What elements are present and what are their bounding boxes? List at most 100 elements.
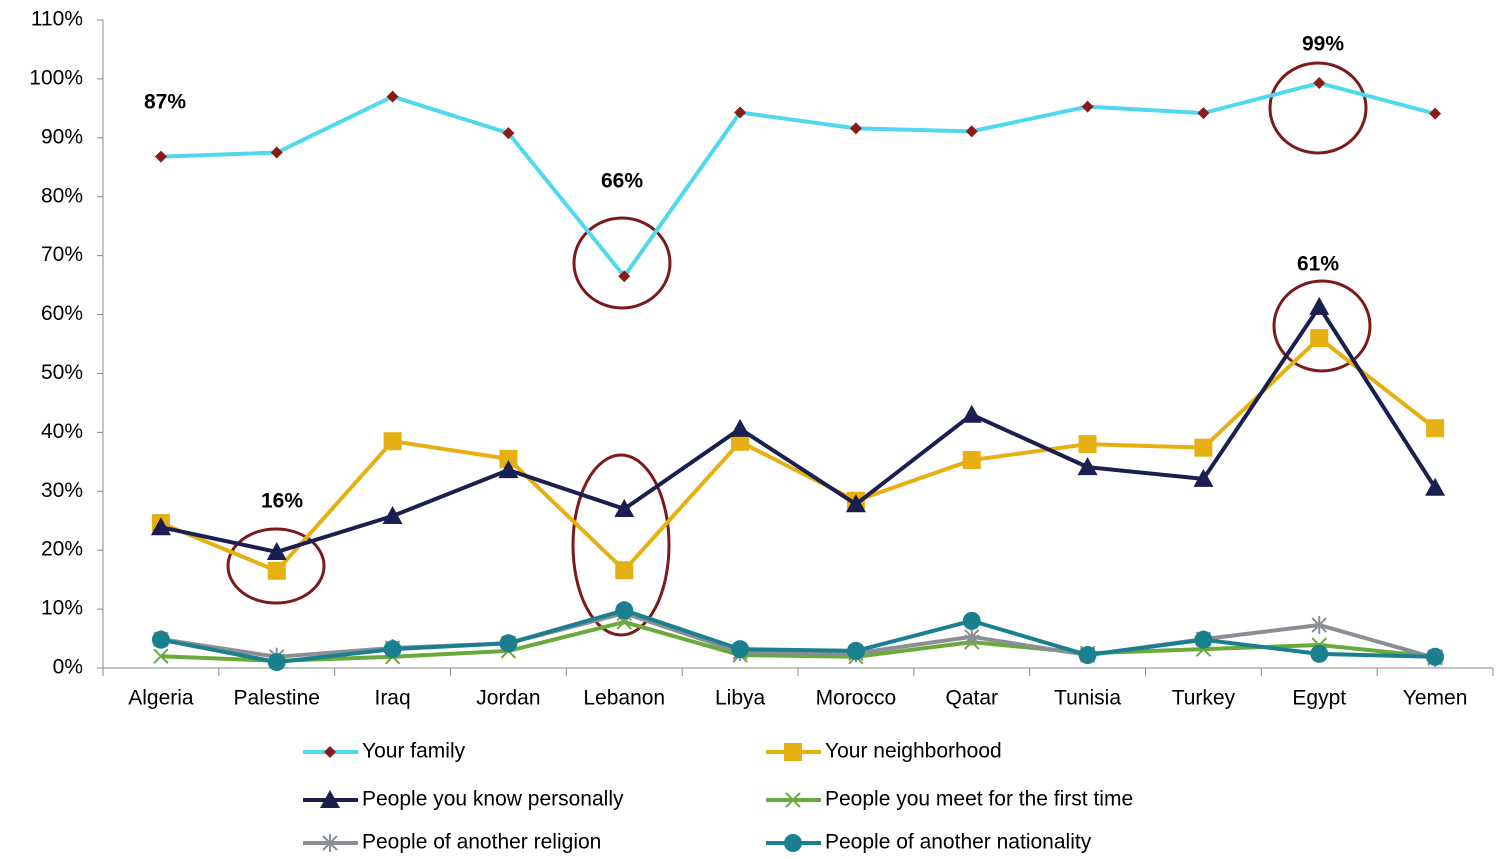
legend-item: People of another religion — [303, 831, 601, 854]
y-tick-label: 110% — [31, 8, 83, 31]
marker — [615, 561, 634, 580]
marker — [1425, 477, 1446, 496]
marker — [614, 498, 635, 517]
y-tick-label: 100% — [29, 66, 83, 89]
x-tick-label: Tunisia — [1054, 687, 1121, 710]
marker — [151, 630, 170, 649]
x-tick-label: Palestine — [234, 687, 320, 710]
marker — [322, 834, 338, 852]
series-line — [160, 620, 1436, 663]
x-tick-label: Yemen — [1403, 687, 1468, 710]
marker — [785, 792, 801, 808]
marker — [499, 449, 518, 468]
marker — [270, 146, 283, 159]
series — [154, 77, 1442, 283]
highlight-circle — [226, 527, 326, 605]
marker — [154, 150, 167, 163]
y-tick-label: 80% — [41, 184, 83, 207]
marker — [962, 611, 981, 630]
legend-item: People you know personally — [303, 788, 624, 811]
marker — [266, 541, 287, 560]
marker — [1310, 329, 1329, 348]
x-tick-label: Algeria — [128, 687, 194, 710]
legend-item: People of another nationality — [766, 831, 1092, 854]
legend-label: People you know personally — [362, 788, 624, 811]
legend-item: People you meet for the first time — [766, 788, 1133, 811]
marker — [1078, 646, 1097, 665]
annotation: 87% — [144, 91, 186, 114]
legend-label: People of another nationality — [825, 831, 1092, 854]
marker — [1313, 77, 1326, 90]
marker — [845, 494, 866, 513]
marker — [150, 517, 171, 536]
marker — [1077, 457, 1098, 476]
highlight-circle — [1272, 279, 1372, 373]
marker — [615, 601, 634, 620]
marker — [498, 460, 519, 479]
marker — [1311, 615, 1327, 634]
marker — [1426, 419, 1445, 438]
marker — [784, 834, 802, 852]
series-line — [160, 608, 1436, 665]
y-tick-label: 70% — [41, 243, 83, 266]
series-line — [160, 81, 1436, 279]
x-tick-label: Libya — [715, 687, 766, 710]
legend-label: People of another religion — [362, 831, 601, 854]
highlight-circle — [571, 453, 671, 637]
y-tick-label: 20% — [41, 538, 83, 561]
marker — [964, 627, 980, 646]
marker — [1429, 107, 1442, 120]
marker — [784, 743, 802, 761]
marker — [502, 127, 515, 140]
legend-label: Your neighborhood — [825, 740, 1002, 763]
marker — [324, 746, 336, 758]
marker — [965, 125, 978, 138]
marker — [382, 506, 403, 525]
marker — [618, 270, 631, 283]
marker — [1197, 107, 1210, 120]
y-tick-label: 10% — [41, 597, 83, 620]
legend-label: Your family — [362, 740, 466, 763]
marker — [1310, 644, 1329, 663]
annotation: 61% — [1297, 253, 1339, 276]
highlight-circle — [572, 216, 672, 310]
marker — [962, 451, 981, 470]
series — [150, 296, 1446, 560]
legend-item: Your neighborhood — [766, 740, 1002, 763]
marker — [1078, 435, 1097, 454]
legend-item: Your family — [303, 740, 466, 763]
series — [153, 614, 1443, 669]
y-tick-label: 60% — [41, 302, 83, 325]
legend-label: People you meet for the first time — [825, 788, 1133, 811]
series — [151, 329, 1445, 580]
x-tick-label: Iraq — [374, 687, 410, 710]
marker — [734, 106, 747, 119]
annotation: 16% — [261, 490, 303, 513]
marker — [1309, 296, 1330, 315]
annotation: 99% — [1302, 33, 1344, 56]
y-tick-label: 40% — [41, 420, 83, 443]
marker — [961, 404, 982, 423]
marker — [386, 90, 399, 103]
marker — [730, 418, 751, 437]
series — [151, 601, 1445, 672]
marker — [1081, 100, 1094, 113]
marker — [1194, 630, 1213, 649]
series-line — [160, 336, 1437, 573]
marker — [1193, 468, 1214, 487]
highlight-circles — [226, 61, 1372, 637]
marker — [846, 641, 865, 660]
marker — [1426, 647, 1445, 666]
marker — [383, 432, 402, 451]
marker — [731, 640, 750, 659]
x-tick-label: Lebanon — [583, 687, 665, 710]
x-tick-label: Turkey — [1172, 687, 1236, 710]
marker — [267, 653, 286, 672]
annotation: 66% — [601, 170, 643, 193]
marker — [731, 432, 750, 451]
marker — [153, 648, 169, 664]
series-line — [160, 304, 1437, 554]
highlight-circle — [1268, 61, 1368, 155]
marker — [383, 640, 402, 659]
